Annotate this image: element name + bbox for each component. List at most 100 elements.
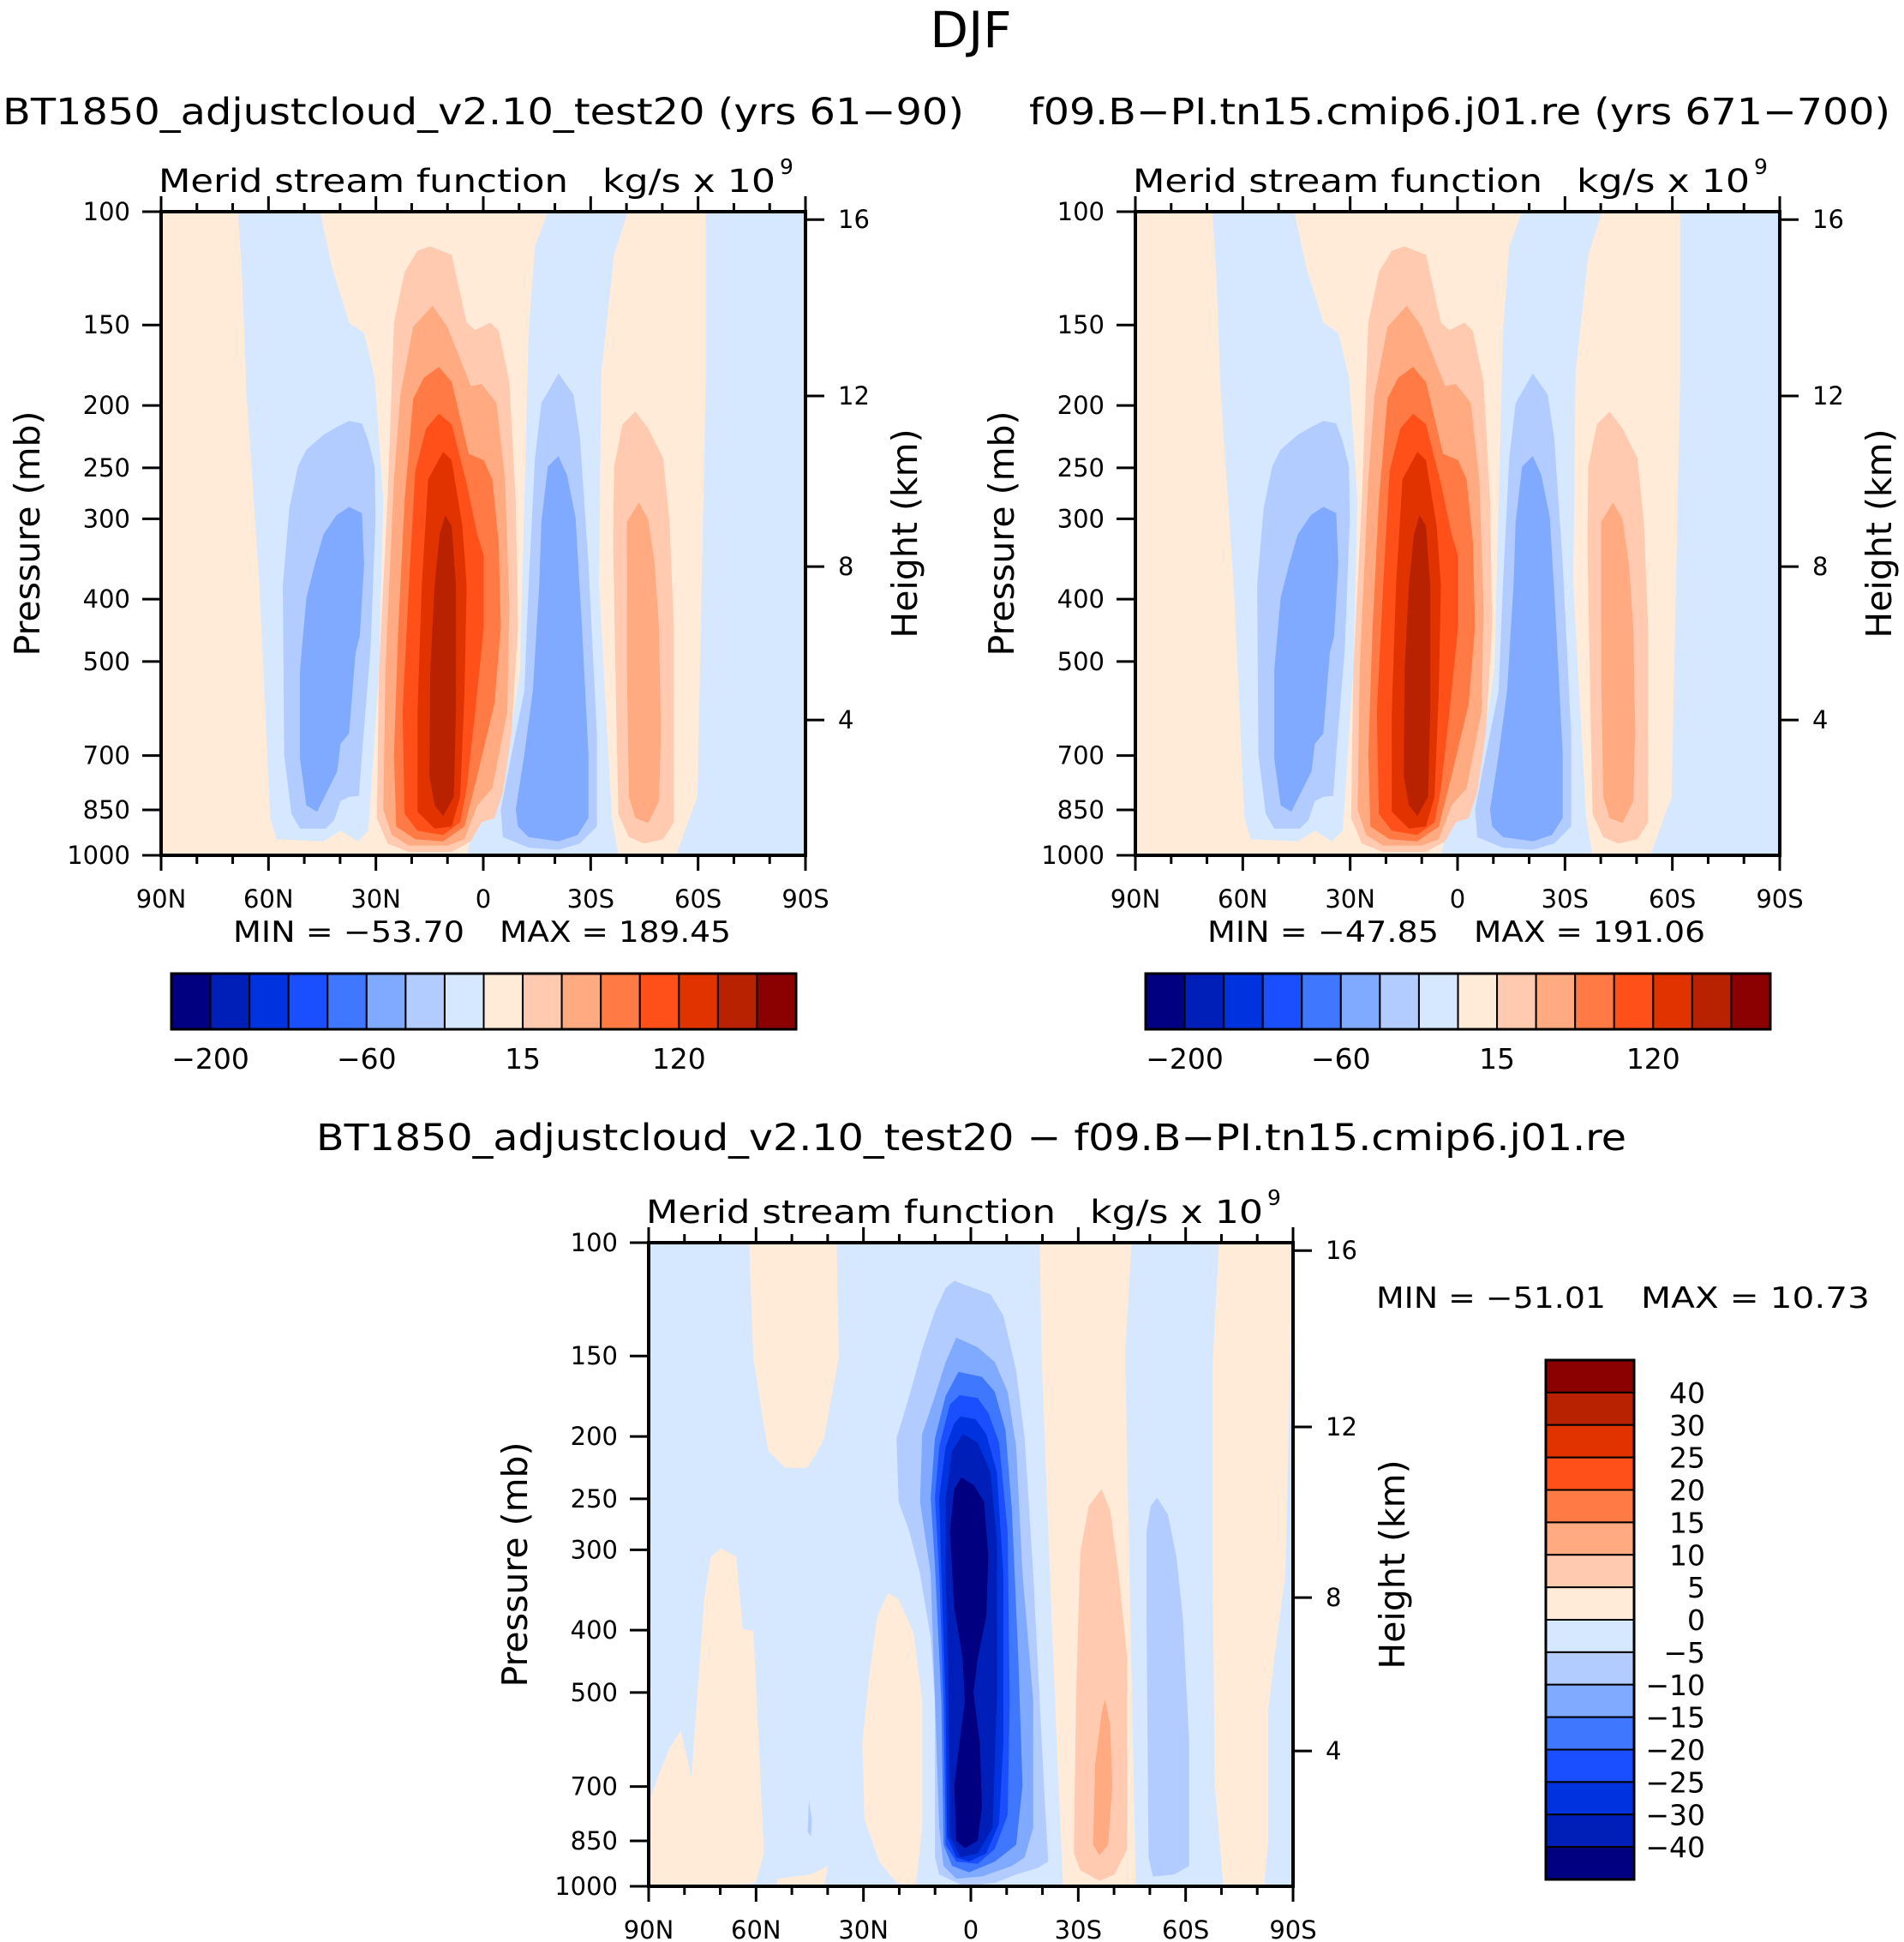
colorbar-frame: [1144, 972, 1772, 1031]
y-tick-label: 850: [1057, 795, 1105, 824]
units-label: kg/s x 10: [602, 163, 775, 200]
colorbar-label: −40: [1645, 1831, 1705, 1864]
y-tick-label: 700: [571, 1772, 618, 1801]
y2-axis-title: Height (km): [884, 429, 925, 638]
colorbar-swatch: [1545, 1359, 1635, 1394]
colorbar-label: 15: [1669, 1506, 1705, 1539]
y-tick-label: 700: [83, 741, 130, 770]
colorbar-swatch: [365, 973, 407, 1030]
units-label: kg/s x 10: [1577, 163, 1750, 200]
y2-tick-label: 8: [838, 552, 853, 581]
y2-tick-label: 4: [1326, 1736, 1341, 1765]
colorbar-label: 15: [505, 1042, 541, 1076]
colorbar-swatch: [1545, 1716, 1635, 1751]
contour-region: [1601, 502, 1636, 824]
colorbar-swatch: [1339, 973, 1381, 1030]
colorbar-swatch: [560, 973, 602, 1030]
y-tick-label: 850: [83, 795, 130, 824]
colorbar-label: 40: [1669, 1376, 1705, 1410]
x-tick-label: 60S: [674, 884, 721, 914]
panel-2: 90N 60N 30N 0 30S 60S 90S100150200250300400500…: [494, 1185, 1870, 1942]
min-label: MIN = −53.70: [233, 915, 464, 950]
y-tick-label: 250: [1057, 453, 1105, 483]
x-tick-label: 30S: [1542, 884, 1589, 914]
colorbar-swatch: [1545, 1456, 1635, 1491]
units-exponent: 9: [1754, 154, 1768, 179]
x-tick-label: 60S: [1649, 884, 1696, 914]
y-tick-label: 100: [1057, 197, 1105, 226]
y-tick-label: 400: [571, 1615, 618, 1645]
colorbar-swatch: [756, 973, 797, 1030]
colorbar-label: 15: [1479, 1042, 1515, 1076]
colorbar-swatch: [1535, 973, 1577, 1030]
colorbar-swatch: [600, 973, 641, 1030]
colorbar-label: 120: [652, 1042, 706, 1076]
y-tick-label: 250: [83, 453, 130, 483]
colorbar-label: −60: [1311, 1042, 1371, 1076]
colorbar-swatch: [1545, 1619, 1635, 1653]
colorbar-swatch: [1457, 973, 1499, 1030]
contour-region: [649, 1548, 764, 1886]
x-tick-label: 60N: [731, 1915, 781, 1942]
y-tick-label: 1000: [554, 1872, 618, 1901]
x-tick-label: 90N: [136, 884, 187, 914]
colorbar-label: −20: [1645, 1734, 1705, 1767]
colorbar-swatch: [1545, 1586, 1635, 1621]
contour-region: [1489, 456, 1563, 842]
y-tick-label: 150: [571, 1341, 618, 1370]
colorbar-swatch: [1545, 1391, 1635, 1426]
colorbar-swatch: [1496, 973, 1537, 1030]
contour-region: [807, 1800, 812, 1837]
y2-tick-label: 8: [1326, 1583, 1341, 1612]
y-tick-label: 500: [83, 647, 130, 676]
y-tick-label: 150: [83, 310, 130, 339]
y2-axis-title: Height (km): [1372, 1459, 1413, 1669]
y-tick-label: 300: [571, 1535, 618, 1564]
y2-tick-label: 8: [1812, 552, 1828, 581]
y-tick-label: 400: [83, 584, 130, 614]
plot-subtitle: Merid stream function: [159, 163, 568, 200]
y-tick-label: 1000: [67, 841, 130, 870]
contour-field: [161, 212, 805, 855]
x-tick-label: 90N: [624, 1915, 674, 1942]
contour-field: [649, 1243, 1293, 1886]
x-tick-label: 90S: [781, 884, 829, 914]
contour-region: [1093, 1699, 1113, 1855]
units-label: kg/s x 10: [1090, 1194, 1263, 1231]
colorbar-swatch: [1652, 973, 1693, 1030]
colorbar-swatch: [1301, 973, 1342, 1030]
colorbar-frame: [170, 972, 798, 1031]
x-tick-label: 30S: [1055, 1915, 1102, 1942]
x-tick-label: 30N: [350, 884, 401, 914]
contour-region: [862, 1592, 923, 1886]
colorbar-swatch: [1417, 973, 1459, 1030]
x-tick-label: 30S: [567, 884, 614, 914]
x-tick-label: 60N: [243, 884, 294, 914]
colorbar-label: 25: [1669, 1442, 1705, 1475]
x-tick-label: 0: [963, 1915, 979, 1942]
colorbar-swatch: [326, 973, 368, 1030]
colorbar-swatch: [1545, 1424, 1635, 1459]
y-tick-label: 1000: [1041, 841, 1105, 870]
contour-region: [1147, 1497, 1189, 1877]
y-tick-label: 150: [1057, 310, 1105, 339]
colorbar-swatch: [171, 973, 212, 1030]
colorbar-swatch: [1691, 973, 1733, 1030]
colorbar-swatch: [1545, 1489, 1635, 1524]
colorbar-swatch: [1261, 973, 1303, 1030]
y-tick-label: 500: [1057, 647, 1105, 676]
colorbar-swatch: [1574, 973, 1615, 1030]
y-tick-label: 400: [1057, 584, 1105, 614]
y-tick-label: 200: [1057, 391, 1105, 420]
colorbar-label: 20: [1669, 1474, 1705, 1507]
colorbar-swatch: [1145, 973, 1186, 1030]
colorbar-label: −15: [1645, 1701, 1705, 1735]
diff-title: BT1850_adjustcloud_v2.10_test20 − f09.B−…: [316, 1117, 1626, 1160]
colorbar-label: 5: [1687, 1571, 1705, 1604]
colorbar-swatch: [638, 973, 680, 1030]
colorbar-swatch: [287, 973, 329, 1030]
x-tick-label: 30N: [838, 1915, 889, 1942]
y2-tick-label: 12: [1812, 381, 1844, 411]
panel-1: 90N 60N 30N 0 30S 60S 90S 100 150 200 250 300 400 500…: [981, 91, 1900, 1076]
